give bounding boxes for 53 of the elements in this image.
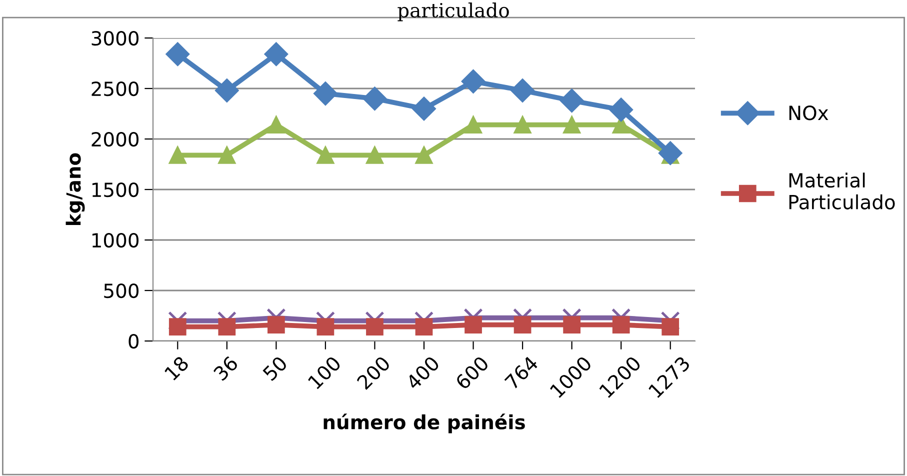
- x-tick-label: 200: [356, 355, 391, 390]
- y-tick-label: 2000: [92, 132, 139, 147]
- point: [268, 116, 285, 134]
- point: [264, 42, 288, 66]
- point: [514, 316, 532, 334]
- point: [215, 78, 239, 102]
- y-tick-label: 1000: [92, 232, 139, 248]
- x-tick-label: 400: [405, 355, 440, 390]
- point: [268, 316, 285, 334]
- y-tick-label: 2500: [92, 81, 139, 96]
- point: [514, 116, 532, 134]
- point: [366, 146, 384, 164]
- point: [316, 318, 334, 336]
- y-tick-label: 1500: [92, 182, 139, 198]
- point: [218, 146, 236, 164]
- point: [168, 311, 188, 330]
- point: [316, 146, 334, 164]
- point: [461, 70, 486, 94]
- point: [510, 78, 534, 102]
- point: [168, 146, 186, 164]
- point: [412, 96, 436, 121]
- legend-label: Material Particulado: [789, 172, 895, 210]
- point: [563, 316, 580, 334]
- x-tick-label: 50: [262, 355, 288, 382]
- y-tick-label: 0: [128, 334, 139, 349]
- point: [415, 318, 433, 336]
- point: [166, 42, 190, 66]
- point: [662, 318, 680, 336]
- point: [314, 82, 338, 106]
- legend-label: NOx: [789, 106, 828, 120]
- point: [660, 311, 680, 330]
- y-axis-title: kg/ano: [66, 153, 85, 226]
- point: [612, 316, 630, 334]
- x-axis-title: número de painéis: [324, 414, 525, 434]
- point: [362, 86, 387, 110]
- x-tick-label: 600: [454, 355, 490, 390]
- chart-title: particulado: [398, 2, 509, 22]
- point: [560, 88, 584, 112]
- point: [415, 146, 433, 164]
- y-tick-label: 500: [104, 283, 139, 298]
- point: [464, 316, 482, 334]
- y-tick-label: 3000: [92, 30, 139, 46]
- point: [464, 116, 482, 134]
- point: [218, 318, 236, 336]
- point: [168, 318, 186, 336]
- x-tick-label: 18: [164, 355, 190, 381]
- point: [563, 116, 580, 134]
- x-tick-label: 100: [307, 355, 342, 390]
- x-tick-label: 36: [212, 355, 239, 382]
- point: [366, 318, 384, 336]
- x-tick-label: 764: [504, 355, 539, 390]
- point: [658, 141, 682, 165]
- point: [609, 98, 633, 122]
